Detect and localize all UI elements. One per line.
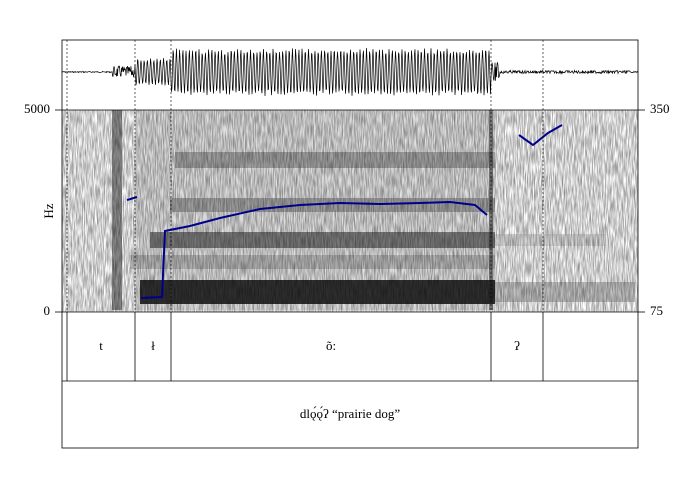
tier-label: ł	[151, 338, 155, 353]
tick-label: 0	[44, 303, 51, 318]
tier-label: ʔ	[514, 338, 520, 353]
tier-boundaries	[66, 312, 544, 381]
waveform	[61, 47, 639, 97]
tick-label: 350	[650, 101, 670, 116]
tier-label: dlǫ́ǫ́ʔ “prairie dog”	[300, 406, 401, 421]
tick-label: 75	[650, 303, 663, 318]
spectrogram	[62, 110, 638, 312]
axis-label: Hz	[41, 203, 56, 218]
boundaries	[66, 40, 544, 312]
tick-label: 5000	[24, 101, 50, 116]
tier-label: t	[99, 338, 103, 353]
pitch-contour	[126, 124, 563, 299]
frame	[61, 39, 639, 449]
tier-label: õ:	[326, 338, 336, 353]
